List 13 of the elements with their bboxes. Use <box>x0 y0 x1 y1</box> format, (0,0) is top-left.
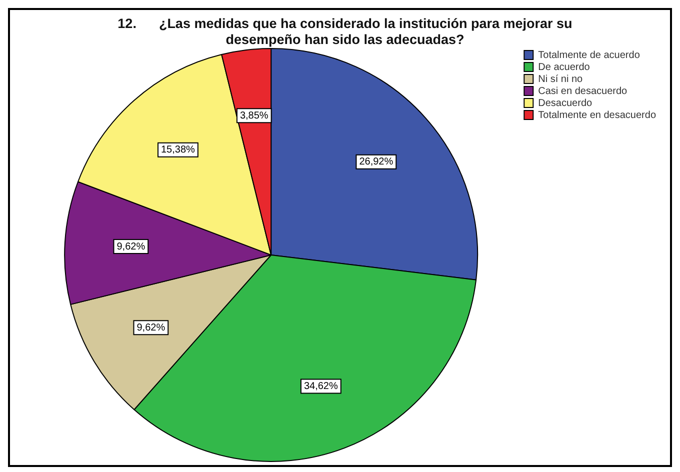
data-label: 9,62% <box>116 241 146 252</box>
data-label: 9,62% <box>136 322 166 334</box>
legend-label: De acuerdo <box>538 62 590 73</box>
legend-label: Totalmente en desacuerdo <box>538 110 656 121</box>
legend-label: Casi en desacuerdo <box>538 86 628 97</box>
legend-label: Totalmente de acuerdo <box>538 50 640 61</box>
data-label: 15,38% <box>160 144 196 156</box>
chart-title: 12. ¿Las medidas que ha considerado la institución para mejorar su desempeño han sido las adecuadas? <box>116 16 574 48</box>
legend-label: Desacuerdo <box>538 98 593 109</box>
legend-label: Ni sí ni no <box>538 74 584 85</box>
data-label: 3,85% <box>240 110 268 122</box>
data-label: 26,92% <box>359 156 394 168</box>
data-label: 34,62% <box>304 381 338 392</box>
